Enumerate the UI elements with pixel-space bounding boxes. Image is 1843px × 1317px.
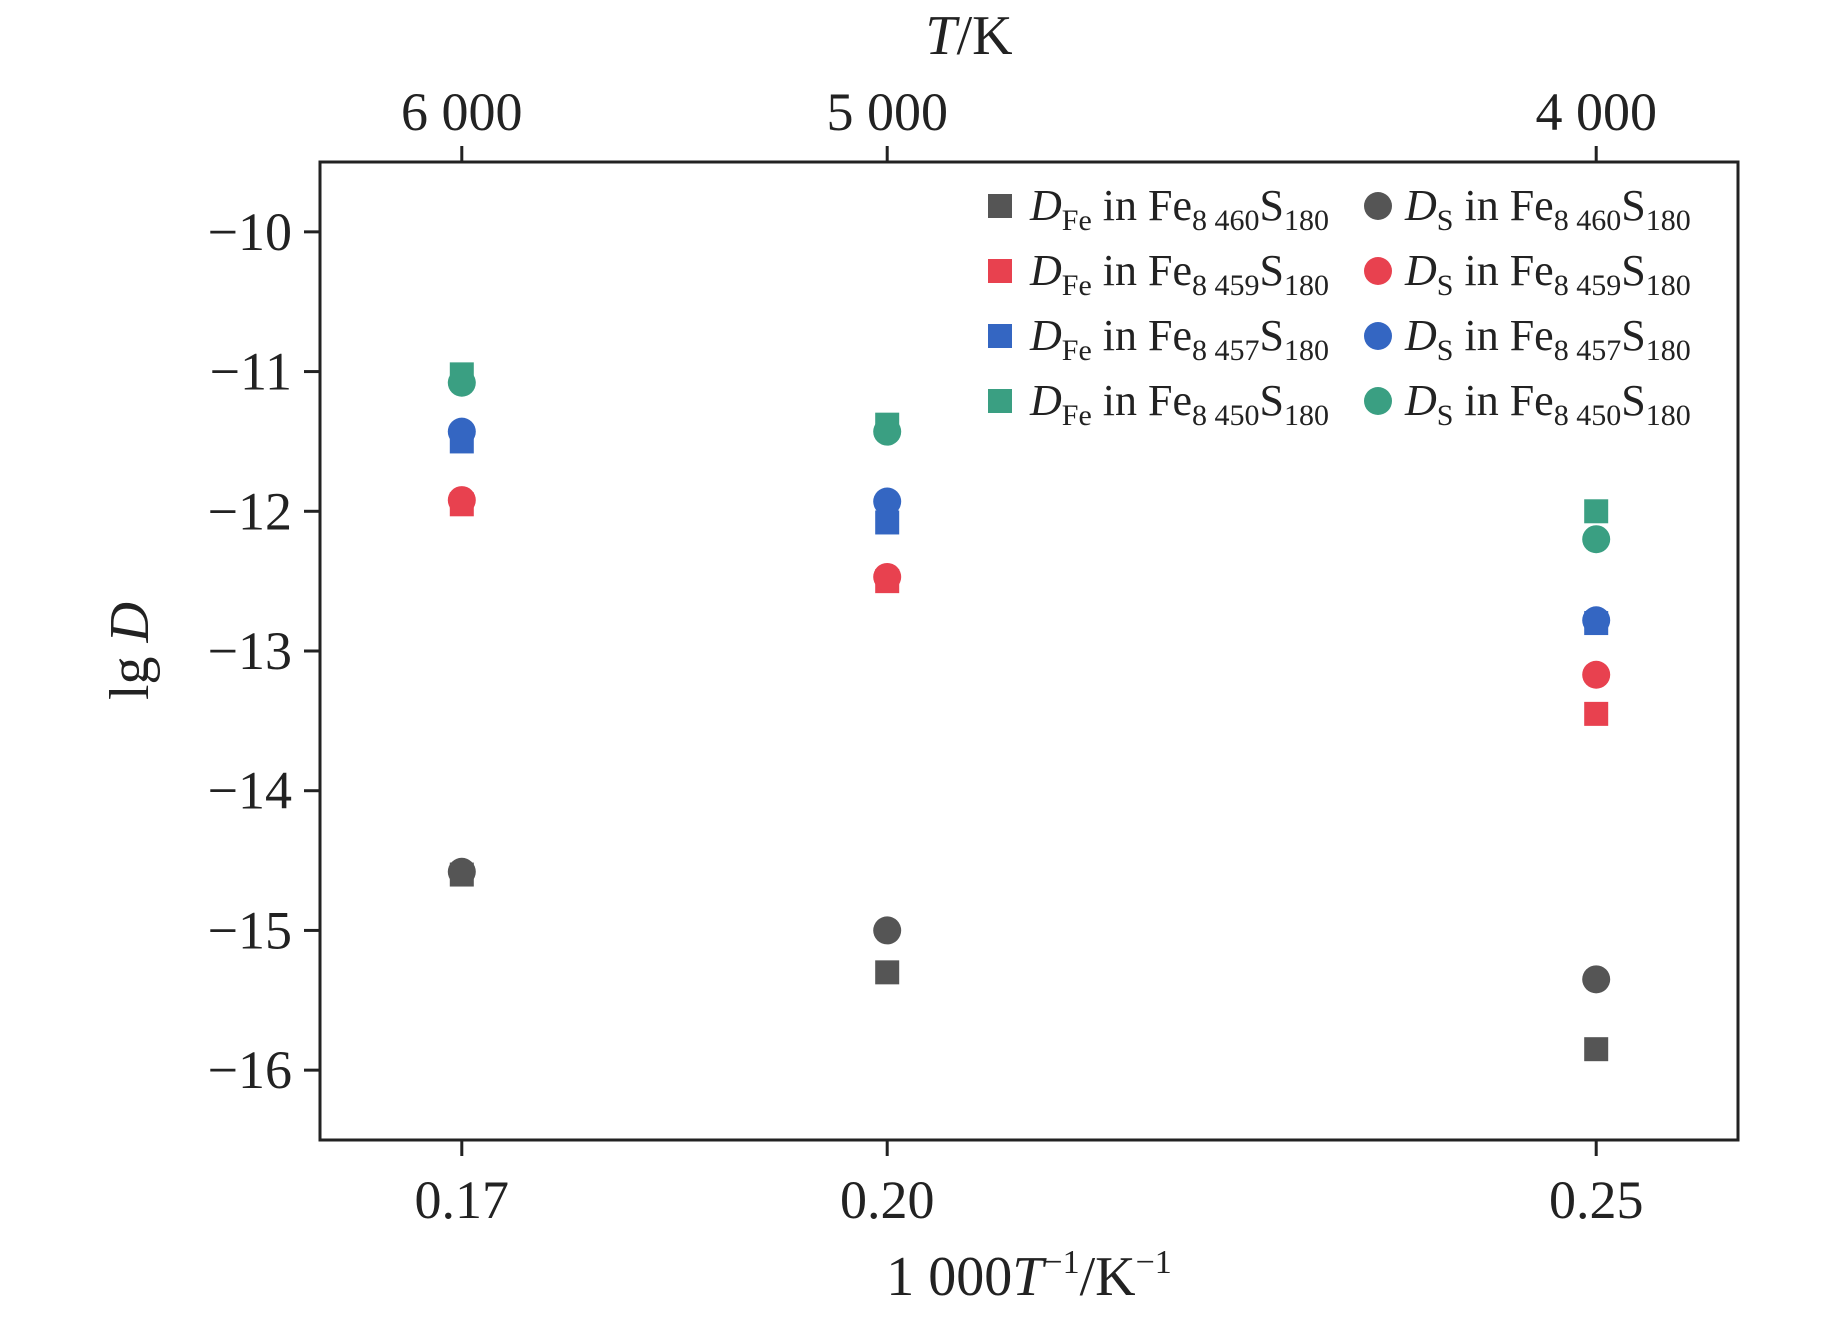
data-point-circle: [447, 417, 476, 446]
legend-label: DS in Fe8 450S180: [1404, 376, 1691, 432]
x-axis-title-bottom: 1 000T−1/K−1: [886, 1244, 1172, 1308]
legend-label: DFe in Fe8 457S180: [1029, 311, 1329, 367]
data-point-circle: [873, 487, 902, 516]
legend-marker-square: [988, 259, 1012, 283]
data-point-square: [1584, 701, 1609, 726]
x-axis-title-top: T/K: [925, 5, 1012, 67]
y-tick-label: −16: [208, 1040, 292, 1100]
legend-marker-square: [988, 194, 1012, 218]
legend-label: DS in Fe8 459S180: [1404, 246, 1691, 302]
legend-marker-circle: [1364, 257, 1392, 285]
data-point-square: [1584, 1037, 1609, 1062]
y-tick-label: −13: [208, 621, 292, 681]
legend-label: DS in Fe8 457S180: [1404, 311, 1691, 367]
data-point-circle: [447, 368, 476, 397]
data-point-circle: [873, 916, 902, 945]
axes: 0.17 6 000 0.20 5 000 0.25 4 000 −10 −11 −12 −13 −…: [99, 5, 1657, 1308]
y-tick-label: −11: [210, 342, 292, 402]
data-point-circle: [873, 417, 902, 446]
data-point-circle: [447, 857, 476, 886]
legend-marker-circle: [1364, 387, 1392, 415]
plot-frame: [318, 160, 1740, 1142]
y-axis-title: lg D: [99, 602, 161, 700]
y-tick-label: −12: [208, 481, 292, 541]
y-tick-label: −14: [208, 761, 292, 821]
x-tick-label-top: 6 000: [401, 82, 523, 142]
x-tick-label-bottom: 0.17: [415, 1170, 510, 1230]
legend-marker-square: [988, 389, 1012, 413]
x-tick-label-bottom: 0.25: [1549, 1170, 1644, 1230]
x-tick-label-top: 5 000: [826, 82, 948, 142]
data-point-square: [1584, 499, 1609, 524]
data-point-circle: [873, 562, 902, 591]
data-point-circle: [1582, 606, 1611, 635]
data-marks: [447, 362, 1611, 1062]
data-point-circle: [1582, 660, 1611, 689]
x-tick-label-top: 4 000: [1535, 82, 1657, 142]
legend-label: DS in Fe8 460S180: [1404, 181, 1691, 237]
y-tick-label: −15: [208, 900, 292, 960]
legend-marker-circle: [1364, 322, 1392, 350]
legend-label: DFe in Fe8 459S180: [1029, 246, 1329, 302]
y-tick-label: −10: [208, 202, 292, 262]
data-point-circle: [1582, 965, 1611, 994]
legend-marker-circle: [1364, 192, 1392, 220]
x-tick-label-bottom: 0.20: [840, 1170, 935, 1230]
data-point-circle: [447, 486, 476, 515]
legend-marker-square: [988, 324, 1012, 348]
data-point-circle: [1582, 525, 1611, 554]
legend: DFe in Fe8 460S180 DS in Fe8 460S180 DFe i…: [988, 181, 1691, 432]
data-point-square: [875, 960, 900, 985]
legend-label: DFe in Fe8 460S180: [1029, 181, 1329, 237]
legend-label: DFe in Fe8 450S180: [1029, 376, 1329, 432]
